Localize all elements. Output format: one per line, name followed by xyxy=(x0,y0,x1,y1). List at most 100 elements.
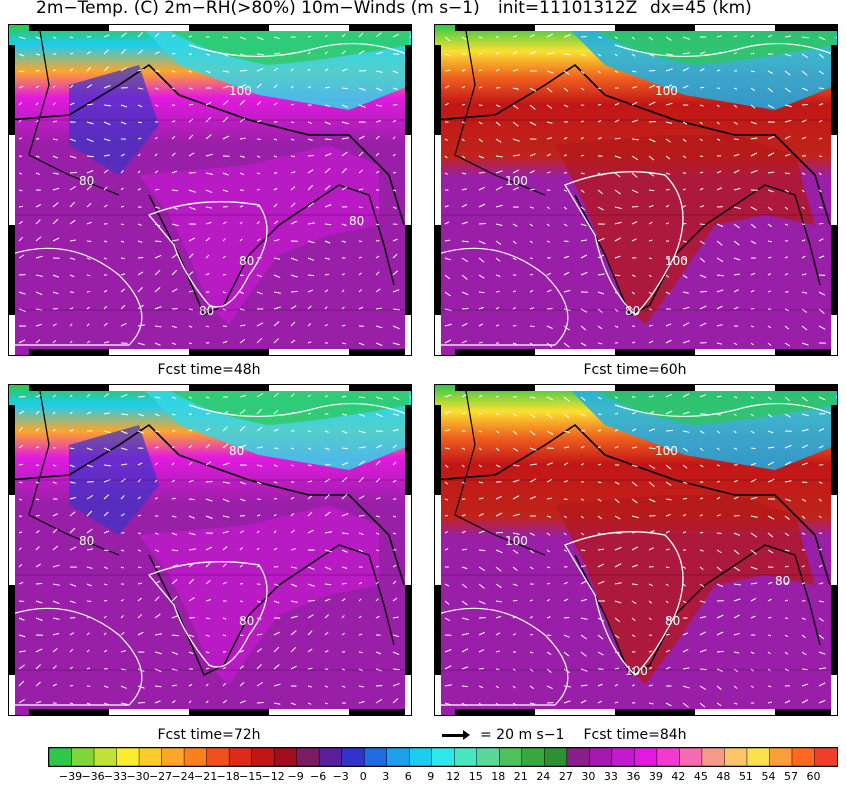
wind-arrow xyxy=(648,428,655,432)
wind-arrow xyxy=(307,511,313,517)
wind-arrow xyxy=(375,444,382,449)
wind-arrow xyxy=(512,154,520,157)
wind-arrow xyxy=(631,274,636,277)
wind-arrow xyxy=(307,566,315,570)
wind-arrow xyxy=(69,429,74,432)
wind-arrow xyxy=(205,237,211,242)
wind-arrow xyxy=(665,102,673,106)
rh-contour-label: 80 xyxy=(199,304,214,318)
wind-arrow xyxy=(307,51,311,55)
wind-arrow xyxy=(222,699,227,704)
wind-arrow xyxy=(529,413,536,418)
wind-arrow xyxy=(444,138,448,141)
wind-arrow xyxy=(35,274,43,277)
wind-arrow xyxy=(699,668,708,671)
wind-arrow xyxy=(767,135,775,140)
wind-arrow xyxy=(767,290,772,293)
wind-arrow xyxy=(239,83,247,89)
colorbar-tick-label: −33 xyxy=(103,770,128,783)
wind-arrow xyxy=(784,223,789,226)
wind-arrow xyxy=(563,581,568,585)
wind-arrow xyxy=(461,600,468,606)
wind-arrow xyxy=(614,701,619,704)
wind-arrow xyxy=(750,35,754,38)
colorbar-tick-label: 51 xyxy=(738,770,753,783)
wind-arrow xyxy=(665,36,672,41)
wind-arrow xyxy=(495,274,501,277)
wind-arrow xyxy=(682,685,690,689)
wind-arrow xyxy=(461,188,467,191)
wind-arrow xyxy=(103,121,111,126)
colorbar-swatch xyxy=(791,747,816,767)
wind-arrow xyxy=(716,496,721,500)
wind-arrow xyxy=(461,514,466,517)
wind-arrow xyxy=(205,443,211,449)
wind-arrow xyxy=(716,223,724,228)
wind-arrow xyxy=(580,271,588,276)
wind-arrow xyxy=(290,290,298,293)
wind-arrow xyxy=(375,651,382,655)
wind-arrow xyxy=(273,600,280,604)
wind-arrow xyxy=(580,617,588,620)
wind-arrow xyxy=(409,396,411,398)
wind-arrow xyxy=(205,427,210,432)
map-border-tick xyxy=(9,495,15,585)
wind-arrow xyxy=(546,599,551,602)
wind-arrow xyxy=(512,599,518,602)
wind-arrow xyxy=(512,464,520,467)
wind-arrow xyxy=(716,566,722,572)
wind-arrow xyxy=(495,702,499,706)
wind-arrow xyxy=(222,546,228,551)
wind-arrow xyxy=(256,337,263,344)
wind-arrow xyxy=(767,616,772,619)
wind-arrow xyxy=(716,631,724,636)
wind-arrow xyxy=(529,430,536,436)
wind-arrow xyxy=(784,256,788,259)
wind-arrow xyxy=(222,340,228,344)
map-border-tick xyxy=(695,25,775,31)
wind-arrow xyxy=(375,478,381,483)
wind-arrow xyxy=(801,617,806,621)
wind-arrow xyxy=(35,236,42,242)
wind-arrow xyxy=(273,513,277,517)
rh-contour xyxy=(147,561,268,668)
wind-arrow xyxy=(239,649,245,653)
wind-arrow xyxy=(495,186,503,191)
wind-arrow xyxy=(801,428,809,432)
wind-arrow xyxy=(375,497,381,500)
wind-arrow xyxy=(461,481,465,484)
wind-arrow xyxy=(767,701,772,704)
wind-arrow xyxy=(529,87,537,92)
wind-arrow xyxy=(273,530,277,534)
wind-arrow xyxy=(750,478,757,483)
colorbar-tick-label: 33 xyxy=(603,770,618,783)
wind-arrow xyxy=(801,342,809,346)
wind-arrow xyxy=(699,430,705,434)
wind-arrow xyxy=(750,447,756,450)
wind-arrow xyxy=(597,700,603,704)
wind-arrow xyxy=(767,478,775,483)
wind-arrow xyxy=(750,549,757,555)
wind-arrow xyxy=(341,186,348,191)
wind-arrow xyxy=(495,512,503,517)
wind-arrow xyxy=(767,581,773,585)
wind-arrow xyxy=(375,271,380,276)
wind-arrow xyxy=(733,342,738,346)
wind-arrow xyxy=(120,702,128,705)
colorbar-swatch xyxy=(701,747,726,767)
wind-arrow xyxy=(154,286,161,293)
wind-arrow xyxy=(648,481,655,487)
wind-arrow xyxy=(375,325,383,329)
wind-arrow xyxy=(750,272,756,276)
wind-arrow xyxy=(222,617,227,620)
wind-arrow xyxy=(733,104,738,108)
wind-arrow xyxy=(529,599,534,602)
map-border-tick xyxy=(9,585,15,675)
map-border-tick xyxy=(349,385,411,391)
wind-arrow xyxy=(784,325,790,330)
wind-arrow xyxy=(239,338,246,344)
wind-arrow xyxy=(563,104,569,108)
wind-arrow xyxy=(35,291,43,296)
wind-arrow xyxy=(665,548,670,551)
wind-arrow xyxy=(86,528,93,534)
